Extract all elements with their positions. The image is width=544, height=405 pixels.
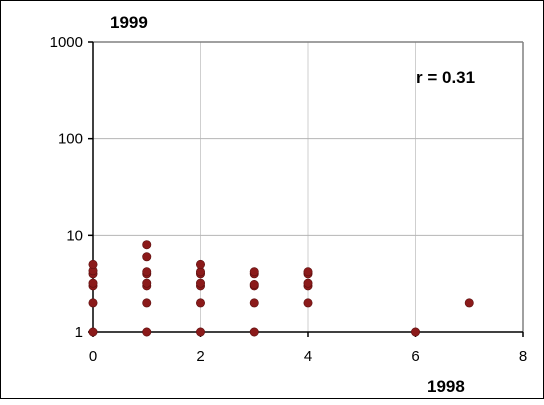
data-point: [303, 298, 313, 308]
data-point: [142, 252, 152, 262]
data-point: [249, 327, 259, 337]
x-tick-label: 2: [196, 348, 204, 365]
x-tick-label: 8: [519, 348, 527, 365]
data-point: [88, 298, 98, 308]
data-point: [88, 327, 98, 337]
y-tick-label: 1: [75, 324, 83, 341]
data-point: [142, 240, 152, 250]
data-point: [303, 278, 313, 288]
x-tick-label: 4: [304, 348, 312, 365]
data-point: [249, 298, 259, 308]
tick-layer: 1 10 100 1000 0 2 4 6 8: [50, 34, 528, 365]
point-layer: [88, 240, 474, 337]
y-tick-label: 1000: [50, 34, 83, 51]
y-axis-title: 1999: [110, 13, 148, 32]
data-point: [249, 267, 259, 277]
data-point: [464, 298, 474, 308]
data-point: [303, 267, 313, 277]
x-axis-title: 1998: [427, 377, 465, 396]
data-point: [196, 327, 206, 337]
data-point: [88, 259, 98, 269]
x-tick-label: 0: [89, 348, 97, 365]
x-tick-label: 6: [411, 348, 419, 365]
data-point: [142, 298, 152, 308]
data-point: [196, 259, 206, 269]
data-point: [142, 327, 152, 337]
y-tick-label: 100: [58, 131, 83, 148]
data-point: [410, 327, 420, 337]
data-point: [196, 298, 206, 308]
data-point: [88, 278, 98, 288]
data-point: [142, 278, 152, 288]
data-point: [196, 278, 206, 288]
data-point: [142, 267, 152, 277]
data-point: [249, 280, 259, 290]
y-tick-label: 10: [66, 227, 83, 244]
correlation-annotation: r = 0.31: [416, 68, 475, 87]
